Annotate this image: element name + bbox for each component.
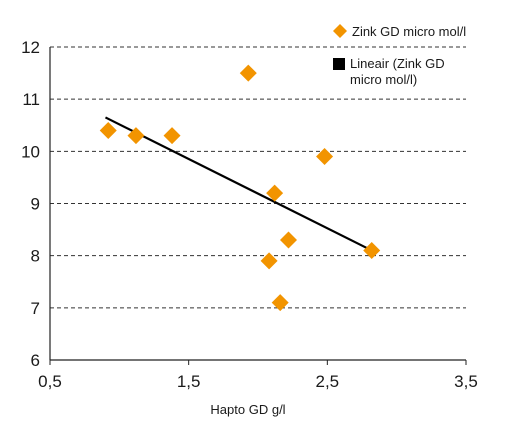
x-tick-label: 1,5 (177, 372, 201, 391)
y-tick-label: 10 (21, 142, 40, 161)
x-tick-labels: 0,5 1,5 2,5 3,5 (38, 360, 478, 391)
y-tick-label: 12 (21, 38, 40, 57)
data-point (280, 231, 298, 249)
data-point (163, 127, 181, 145)
y-tick-label: 7 (31, 299, 40, 318)
data-points (99, 64, 381, 312)
data-point (127, 127, 145, 145)
y-tick-label: 9 (31, 195, 40, 214)
data-point (239, 64, 257, 82)
y-tick-label: 6 (31, 351, 40, 370)
legend-label-trend: Lineair (Zink GD micro mol/l) (350, 56, 448, 87)
data-point (260, 252, 278, 270)
trend-line (104, 116, 373, 252)
y-tick-label: 8 (31, 247, 40, 266)
legend-marker-diamond (333, 24, 347, 38)
x-tick-label: 3,5 (454, 372, 478, 391)
legend-label-trend-line1: Lineair (Zink GD (350, 56, 445, 71)
legend-marker-line (333, 58, 345, 70)
grid-lines (50, 46, 466, 309)
legend-label-scatter: Zink GD micro mol/l (352, 24, 466, 39)
data-point (271, 294, 289, 312)
y-tick-label: 11 (22, 90, 40, 109)
legend-label-trend-line2: micro mol/l) (350, 72, 417, 87)
x-tick-label: 2,5 (316, 372, 340, 391)
data-point (316, 148, 334, 166)
data-point (363, 241, 381, 259)
trend-line-group (104, 116, 373, 252)
y-tick-labels: 6 7 8 9 10 11 12 (21, 38, 40, 370)
data-point (99, 121, 117, 139)
legend: Zink GD micro mol/l Lineair (Zink GD mic… (333, 24, 466, 87)
x-axis-title: Hapto GD g/l (210, 402, 285, 417)
x-tick-label: 0,5 (38, 372, 62, 391)
data-point (266, 184, 284, 202)
